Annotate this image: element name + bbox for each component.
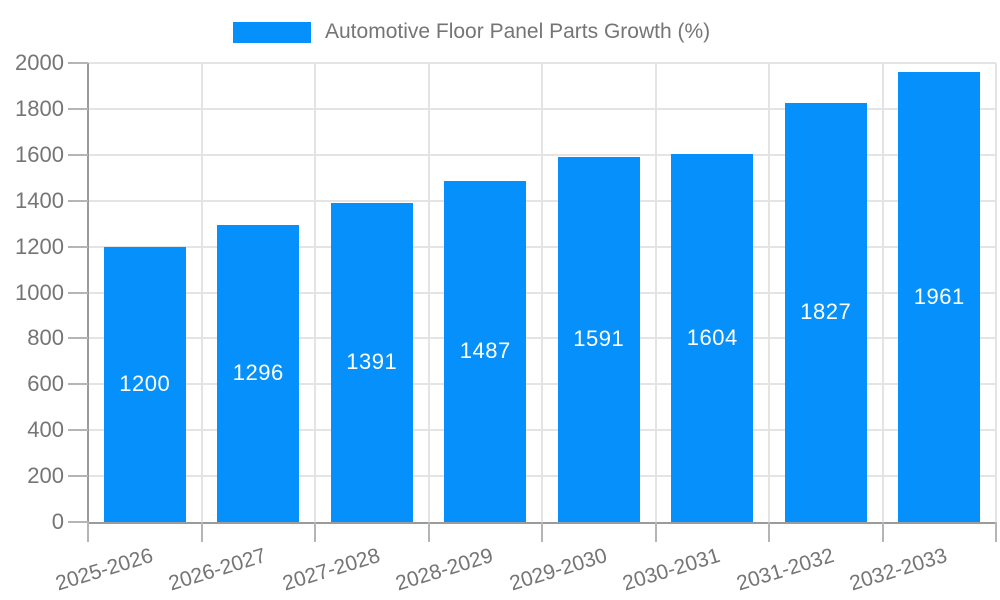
y-tick-label: 1200: [15, 233, 64, 259]
x-tick-mark: [87, 522, 89, 542]
y-tick-mark: [68, 291, 88, 294]
bar-value-label: 1591: [573, 326, 625, 352]
bar[interactable]: 1296: [217, 224, 300, 522]
y-axis-line: [87, 63, 89, 522]
bar[interactable]: 1391: [330, 202, 413, 522]
y-tick-mark: [68, 475, 88, 478]
x-tick-mark: [768, 522, 770, 542]
y-tick-mark: [68, 107, 88, 110]
gridline-vertical: [768, 63, 770, 522]
gridline-vertical: [995, 63, 997, 522]
bar[interactable]: 1961: [898, 71, 981, 522]
y-tick-mark: [68, 245, 88, 248]
x-tick-mark: [995, 522, 997, 542]
y-tick-label: 600: [27, 371, 64, 397]
x-tick-mark: [654, 522, 657, 542]
bar[interactable]: 1591: [557, 156, 640, 522]
y-tick-label: 800: [27, 325, 64, 351]
bar-value-label: 1961: [913, 283, 965, 309]
y-tick-label: 400: [27, 417, 64, 443]
gridline-vertical: [541, 63, 543, 522]
bar[interactable]: 1827: [784, 102, 867, 522]
bar-value-label: 1827: [800, 299, 852, 325]
bar-value-label: 1200: [119, 371, 171, 397]
x-tick-mark: [541, 522, 543, 542]
y-tick-mark: [68, 62, 88, 64]
y-tick-label: 1400: [15, 187, 64, 213]
bar-value-label: 1487: [459, 338, 511, 364]
x-tick-mark: [200, 522, 203, 542]
y-tick-label: 0: [51, 509, 64, 534]
y-tick-label: 1000: [15, 279, 64, 305]
x-tick-mark: [881, 522, 884, 542]
x-tick-mark: [314, 522, 316, 542]
y-tick-label: 2000: [15, 50, 64, 75]
bar[interactable]: 1200: [103, 246, 186, 522]
gridline-vertical: [654, 63, 657, 522]
y-tick-mark: [68, 429, 88, 432]
bar-value-label: 1391: [346, 349, 398, 375]
legend-label: Automotive Floor Panel Parts Growth (%): [325, 20, 711, 43]
y-tick-label: 200: [27, 463, 64, 489]
legend-item[interactable]: Automotive Floor Panel Parts Growth (%): [233, 19, 710, 45]
gridline-vertical: [200, 63, 203, 522]
y-tick-mark: [68, 521, 88, 523]
bar[interactable]: 1604: [671, 153, 754, 522]
y-tick-label: 1800: [15, 95, 64, 121]
bar-value-label: 1604: [686, 324, 738, 350]
bar[interactable]: 1487: [444, 180, 527, 522]
gridline-vertical: [881, 63, 884, 522]
bar-value-label: 1296: [232, 360, 284, 386]
x-tick-mark: [427, 522, 430, 542]
legend-swatch: [233, 21, 311, 43]
y-tick-label: 1600: [15, 141, 64, 167]
y-tick-mark: [68, 199, 88, 202]
gridline-vertical: [427, 63, 430, 522]
plot-area: 1200 1296 1391 1487 1591 1604 1827 1961: [87, 62, 997, 524]
y-tick-mark: [68, 337, 88, 340]
y-tick-mark: [68, 153, 88, 156]
y-tick-mark: [68, 383, 88, 386]
gridline-vertical: [314, 63, 316, 522]
